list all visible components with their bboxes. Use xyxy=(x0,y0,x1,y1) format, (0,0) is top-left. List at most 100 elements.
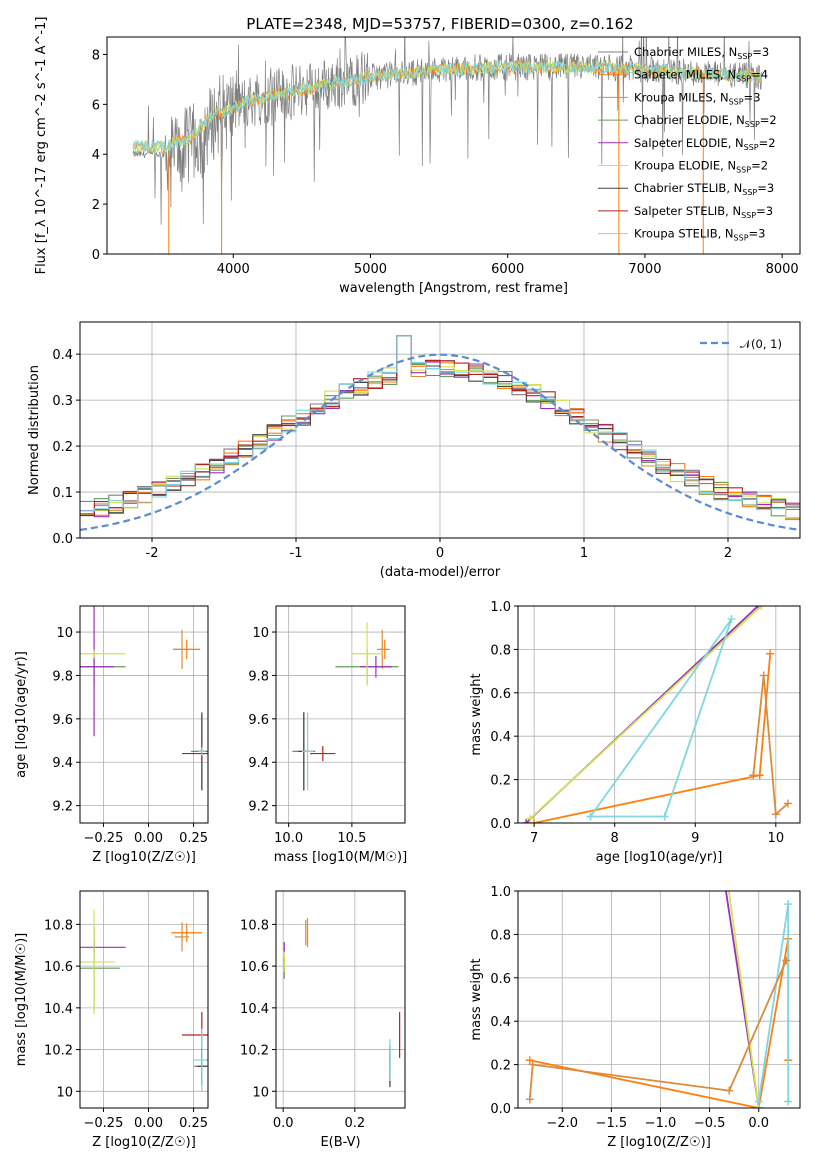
x-tick-label: 7000 xyxy=(628,262,661,277)
y-tick-label: 10 xyxy=(252,626,269,641)
legend-model-name: Kroupa MILES xyxy=(634,90,713,104)
y-tick-label: 0.4 xyxy=(52,348,73,363)
mass-weight-line xyxy=(757,903,790,1102)
plot-area-mass_vs_ebv xyxy=(283,918,401,1088)
legend-nssp-value: 2 xyxy=(761,159,768,173)
mass-weight-point xyxy=(528,1060,537,1069)
y-tick-label: 9.4 xyxy=(52,756,73,771)
x-tick-label: 9 xyxy=(691,831,699,846)
y-tick-label: 0.2 xyxy=(490,1059,511,1074)
legend-model-name: Chabrier ELODIE xyxy=(634,113,729,127)
mass-weight-point xyxy=(784,900,793,909)
y-axis-label: Flux [f_λ 10^-17 erg cm^-2 s^-1 A^-1] xyxy=(34,17,49,275)
legend-ssp-subscript: SSP xyxy=(736,166,751,175)
x-axis-label: age [log10(age/yr)] xyxy=(596,850,723,865)
legend-entry: Chabrier STELIB, NSSP=3 xyxy=(634,181,774,197)
x-tick-label: 8000 xyxy=(766,262,799,277)
x-tick-label: 2 xyxy=(724,546,732,561)
y-tick-label: 0.3 xyxy=(52,394,73,409)
x-tick-label: -1 xyxy=(290,546,303,561)
x-tick-label: 10.0 xyxy=(274,831,303,846)
legend-n-symbol: , N xyxy=(718,227,734,241)
axes-frame xyxy=(517,605,801,824)
mass-weight-point xyxy=(530,819,539,823)
legend-equals: = xyxy=(756,204,766,218)
legend-ssp-subscript: SSP xyxy=(734,234,749,243)
x-tick-label: −2.0 xyxy=(546,1116,578,1131)
legend-equals: = xyxy=(760,113,770,127)
plot-area-age_vs_Z xyxy=(80,606,208,791)
legend-nssp-value: 3 xyxy=(762,45,769,59)
y-tick-label: 1.0 xyxy=(490,885,511,900)
x-tick-label: −1.5 xyxy=(596,1116,628,1131)
legend-n-symbol: , N xyxy=(721,45,737,59)
y-tick-label: 0.8 xyxy=(490,928,511,943)
mass-weight-point xyxy=(766,649,775,658)
mass-weight-point xyxy=(525,1056,534,1065)
axes-frame xyxy=(79,605,209,824)
mass-weight-point xyxy=(660,812,669,821)
y-tick-label: 10 xyxy=(252,1085,269,1100)
y-axis-label: Normed distribution xyxy=(27,365,42,495)
y-tick-label: 9.4 xyxy=(248,756,269,771)
mass-weight-point xyxy=(723,876,731,884)
legend-equals: = xyxy=(752,45,762,59)
legend-n-symbol: , N xyxy=(713,90,729,104)
x-tick-label: 0 xyxy=(436,546,444,561)
legend-model-name: Kroupa ELODIE xyxy=(634,159,720,173)
legend-nssp-value: 3 xyxy=(767,181,774,195)
legend-ssp-subscript: SSP xyxy=(744,143,759,152)
legend-entry: Salpeter ELODIE, NSSP=2 xyxy=(634,136,776,152)
y-tick-label: 6 xyxy=(92,98,100,113)
y-tick-label: 10.6 xyxy=(44,960,73,975)
legend-n-symbol: , N xyxy=(729,113,745,127)
legend-ssp-subscript: SSP xyxy=(745,120,760,129)
y-tick-label: 0 xyxy=(92,248,100,263)
y-tick-label: 0.0 xyxy=(490,1102,511,1117)
legend-model-name: Salpeter STELIB xyxy=(634,204,725,218)
axes-frame xyxy=(79,321,801,539)
legend-entry: Chabrier ELODIE, NSSP=2 xyxy=(634,113,777,129)
plot-area-spectrum xyxy=(132,37,763,254)
legend-n-symbol: , N xyxy=(726,181,742,195)
mass-weight-line xyxy=(533,653,772,823)
y-tick-label: 0.0 xyxy=(490,817,511,832)
legend-nssp-value: 3 xyxy=(753,90,760,104)
plot-area-mass_weight_vs_age xyxy=(522,606,792,823)
panel-mass_weight_vs_Z: −2.0 −1.5 −1.0 −0.5 0.0 0.0 0.2 0.4 0.6 0.8 1.0 Z [… xyxy=(469,876,801,1150)
x-tick-label: 10.5 xyxy=(337,831,366,846)
panel-spectrum: 4000 5000 6000 7000 8000 0 2 4 6 8 wavelength [Ang… xyxy=(34,17,801,296)
mass-weight-point xyxy=(522,819,531,823)
y-tick-label: 10.2 xyxy=(240,1044,269,1059)
mass-weight-point xyxy=(784,1097,793,1106)
plot-area-mass_vs_Z xyxy=(80,909,208,1092)
y-tick-label: 2 xyxy=(92,198,100,213)
x-tick-label: 0.00 xyxy=(134,831,163,846)
y-tick-label: 0.6 xyxy=(490,687,511,702)
legend-n-symbol: , N xyxy=(720,159,736,173)
legend-entry: Salpeter MILES, NSSP=4 xyxy=(634,68,768,84)
panel-age_vs_mass: 10.0 10.5 9.2 9.4 9.6 9.8 10 mass [log10(M/M☉)] xyxy=(248,605,407,865)
mass-weight-point xyxy=(586,812,595,821)
normal-reference-curve xyxy=(80,353,800,531)
x-axis-label: mass [log10(M/M☉)] xyxy=(274,850,407,865)
mass-weight-point xyxy=(526,814,535,823)
panel-residuals: -2 -1 0 1 2 0.0 0.1 0.2 0.3 0.4 (data-model)/error… xyxy=(27,321,801,580)
legend-nssp-value: 3 xyxy=(766,204,773,218)
legend-entry: Kroupa STELIB, NSSP=3 xyxy=(634,227,766,243)
mass-weight-line xyxy=(752,675,789,817)
mass-weight-point xyxy=(782,956,791,965)
x-tick-label: −0.25 xyxy=(84,831,124,846)
legend-ssp-subscript: SSP xyxy=(729,97,744,106)
mass-weight-point xyxy=(759,671,768,680)
y-tick-label: 9.8 xyxy=(52,669,73,684)
legend-n-symbol: , N xyxy=(728,136,744,150)
y-tick-label: 9.6 xyxy=(248,713,269,728)
legend-entry: Salpeter STELIB, NSSP=3 xyxy=(634,204,773,220)
legend-equals: = xyxy=(744,90,754,104)
x-tick-label: 6000 xyxy=(491,262,524,277)
plot-area-residuals xyxy=(80,335,800,531)
y-tick-label: 10.4 xyxy=(240,1002,269,1017)
y-tick-label: 0.8 xyxy=(490,643,511,658)
